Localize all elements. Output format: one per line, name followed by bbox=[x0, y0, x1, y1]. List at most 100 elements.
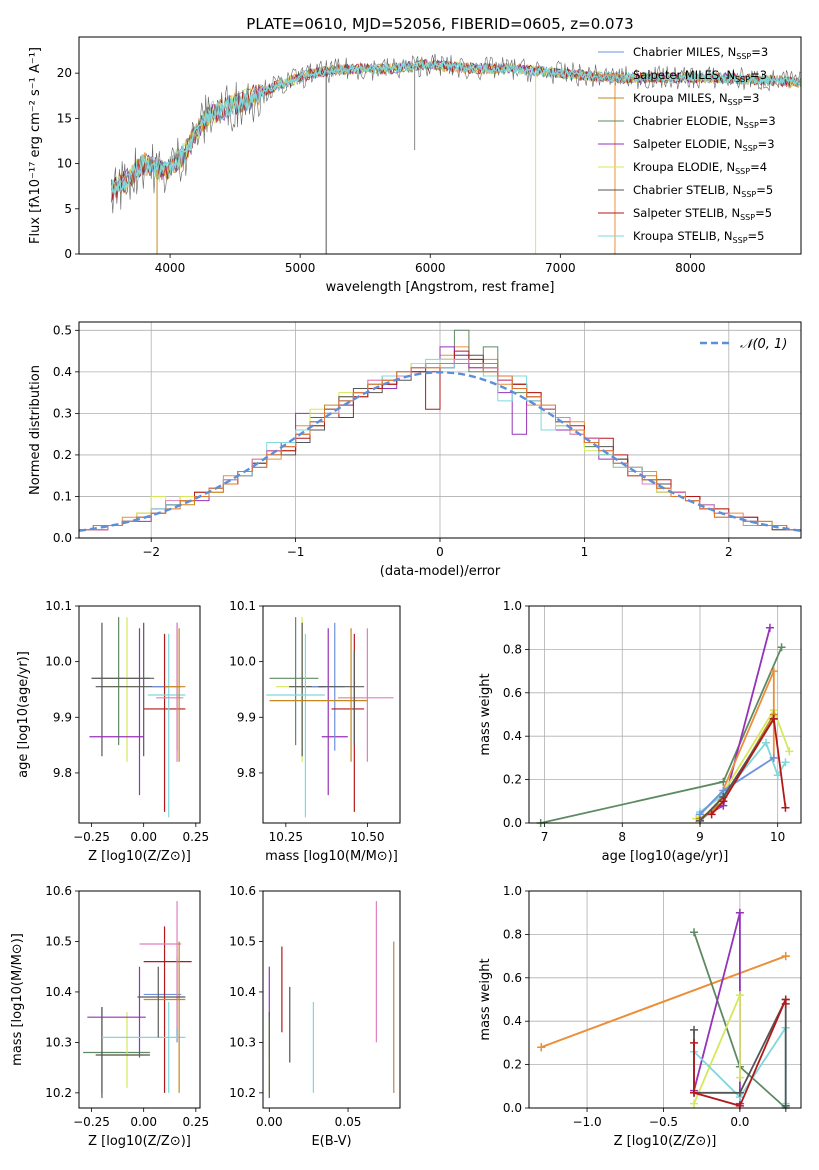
x-tick-label: 0.00 bbox=[130, 830, 157, 844]
x-axis-label: Z [log10(Z/Z⊙)] bbox=[614, 1134, 717, 1149]
axes-frame bbox=[262, 890, 401, 1109]
y-tick-label: 10.0 bbox=[45, 655, 72, 669]
legend-entry: Kroupa MILES, NSSP=3 bbox=[633, 91, 759, 107]
weight-marker bbox=[781, 999, 790, 1008]
x-tick-label: 1 bbox=[581, 545, 589, 559]
y-tick-label: 10.6 bbox=[45, 884, 72, 898]
x-tick-label: 2 bbox=[725, 545, 733, 559]
y-tick-label: 10.2 bbox=[229, 1086, 256, 1100]
x-axis-label: E(B-V) bbox=[311, 1134, 351, 1149]
x-tick-label: 0.00 bbox=[130, 1115, 157, 1129]
y-tick-label: 10.0 bbox=[229, 655, 256, 669]
weight-marker bbox=[690, 1038, 699, 1047]
y-tick-label: 10.4 bbox=[229, 985, 256, 999]
axes-frame bbox=[528, 605, 802, 824]
residuals-panel: −2 −1 0 1 2 0.0 0.1 0.2 0.3 0.4 0.5 𝒩(0, 1) (data-mo… bbox=[28, 321, 802, 579]
figure-title: PLATE=0610, MJD=52056, FIBERID=0605, z=0… bbox=[246, 15, 633, 33]
y-tick-label: 0.4 bbox=[503, 729, 522, 743]
x-axis-label: Z [log10(Z/Z⊙)] bbox=[88, 849, 191, 864]
mass-weight-vs-age-panel: 7 8 9 10 0.0 0.2 0.4 0.6 0.8 1.0 age [log10(age/yr… bbox=[478, 599, 802, 864]
y-tick-label: 5 bbox=[64, 202, 72, 216]
mass-vs-metallicity-panel: −0.25 0.00 0.25 10.2 10.3 10.4 10.5 10.6 Z [log1… bbox=[10, 884, 209, 1149]
y-tick-label: 10.1 bbox=[229, 599, 256, 613]
weight-series-line bbox=[710, 716, 787, 815]
x-tick-label: −2 bbox=[142, 545, 160, 559]
legend-entry: Chabrier MILES, NSSP=3 bbox=[633, 45, 768, 61]
mass-vs-reddening-panel: 0.00 0.05 10.2 10.3 10.4 10.5 10.6 E(B-V) bbox=[229, 884, 401, 1149]
y-tick-label: 0.4 bbox=[53, 365, 72, 379]
y-axis-label: mass weight bbox=[478, 673, 493, 755]
x-tick-label: 0.25 bbox=[182, 830, 209, 844]
x-tick-label: 6000 bbox=[415, 261, 446, 275]
age-vs-metallicity-panel: −0.25 0.00 0.25 9.8 9.9 10.0 10.1 Z [log10(Z/Z⊙… bbox=[16, 599, 209, 864]
weight-marker bbox=[690, 928, 699, 937]
weight-marker bbox=[735, 908, 744, 917]
legend: Chabrier MILES, NSSP=3 Salpeter MILES, NS… bbox=[598, 45, 776, 245]
y-tick-label: 0.4 bbox=[503, 1014, 522, 1028]
weight-marker bbox=[769, 667, 778, 676]
axes-frame bbox=[78, 890, 201, 1109]
y-tick-label: 15 bbox=[57, 111, 72, 125]
x-tick-label: 8 bbox=[618, 830, 626, 844]
weight-marker bbox=[781, 952, 790, 961]
y-tick-label: 10 bbox=[57, 157, 72, 171]
legend-entry: Salpeter MILES, NSSP=3 bbox=[633, 68, 767, 84]
weight-series-line bbox=[540, 646, 783, 824]
legend-subscript: SSP bbox=[740, 213, 755, 222]
normal-curve bbox=[78, 371, 802, 532]
x-axis-label: (data-model)/error bbox=[380, 564, 501, 579]
legend-subscript: SSP bbox=[735, 75, 750, 84]
y-tick-label: 0.8 bbox=[503, 927, 522, 941]
y-tick-label: 0.6 bbox=[503, 686, 522, 700]
axes-frame bbox=[528, 890, 802, 1109]
y-axis-label: Normed distribution bbox=[28, 365, 43, 495]
y-tick-label: 10.3 bbox=[45, 1035, 72, 1049]
y-axis-label: mass [log10(M/M⊙)] bbox=[10, 933, 25, 1066]
weight-marker bbox=[719, 797, 728, 806]
legend-entry: Chabrier STELIB, NSSP=5 bbox=[633, 183, 773, 199]
weight-marker bbox=[765, 623, 774, 632]
y-tick-label: 9.8 bbox=[237, 766, 256, 780]
spectrum-panel: 4000 5000 6000 7000 8000 0 5 10 15 20 wavelength [… bbox=[28, 36, 802, 295]
weight-marker bbox=[785, 747, 794, 756]
x-tick-label: 0.25 bbox=[182, 1115, 209, 1129]
axes-frame bbox=[78, 321, 802, 539]
weight-series-line bbox=[699, 627, 771, 820]
y-tick-label: 10.5 bbox=[45, 934, 72, 948]
x-tick-label: 4000 bbox=[155, 261, 186, 275]
axes-frame bbox=[78, 605, 201, 824]
y-tick-label: 0.1 bbox=[53, 489, 72, 503]
weight-marker bbox=[735, 1073, 744, 1082]
y-tick-label: 9.8 bbox=[53, 766, 72, 780]
y-tick-label: 10.3 bbox=[229, 1035, 256, 1049]
legend-entry: Chabrier ELODIE, NSSP=3 bbox=[633, 114, 776, 130]
y-tick-label: 0.3 bbox=[53, 406, 72, 420]
weight-marker bbox=[769, 753, 778, 762]
weight-marker bbox=[735, 991, 744, 1000]
weight-marker bbox=[690, 1088, 699, 1097]
x-axis-label: mass [log10(M/M⊙)] bbox=[265, 849, 398, 864]
y-tick-label: 20 bbox=[57, 66, 72, 80]
y-tick-label: 0.0 bbox=[503, 1101, 522, 1115]
y-tick-label: 0.0 bbox=[53, 531, 72, 545]
y-tick-label: 10.6 bbox=[229, 884, 256, 898]
x-tick-label: 7 bbox=[541, 830, 549, 844]
x-tick-label: 0.00 bbox=[256, 1115, 283, 1129]
legend-suffix: =5 bbox=[748, 229, 765, 243]
age-vs-mass-panel: 10.25 10.50 9.8 9.9 10.0 10.1 mass [log10(M/M⊙… bbox=[229, 599, 401, 864]
y-axis-label: mass weight bbox=[478, 958, 493, 1040]
legend-subscript: SSP bbox=[741, 190, 756, 199]
x-axis-label: age [log10(age/yr)] bbox=[602, 849, 729, 864]
weight-marker bbox=[781, 758, 790, 767]
y-tick-label: 9.9 bbox=[53, 710, 72, 724]
x-tick-label: −0.5 bbox=[649, 1115, 678, 1129]
weight-marker bbox=[762, 738, 771, 747]
x-tick-label: 5000 bbox=[285, 261, 316, 275]
weight-marker bbox=[777, 643, 786, 652]
y-tick-label: 0.2 bbox=[503, 1058, 522, 1072]
x-tick-label: −1.0 bbox=[572, 1115, 601, 1129]
legend-entry: Kroupa STELIB, NSSP=5 bbox=[633, 229, 764, 245]
legend-subscript: SSP bbox=[733, 236, 748, 245]
legend-suffix: =3 bbox=[751, 45, 768, 59]
x-tick-label: 8000 bbox=[675, 261, 706, 275]
